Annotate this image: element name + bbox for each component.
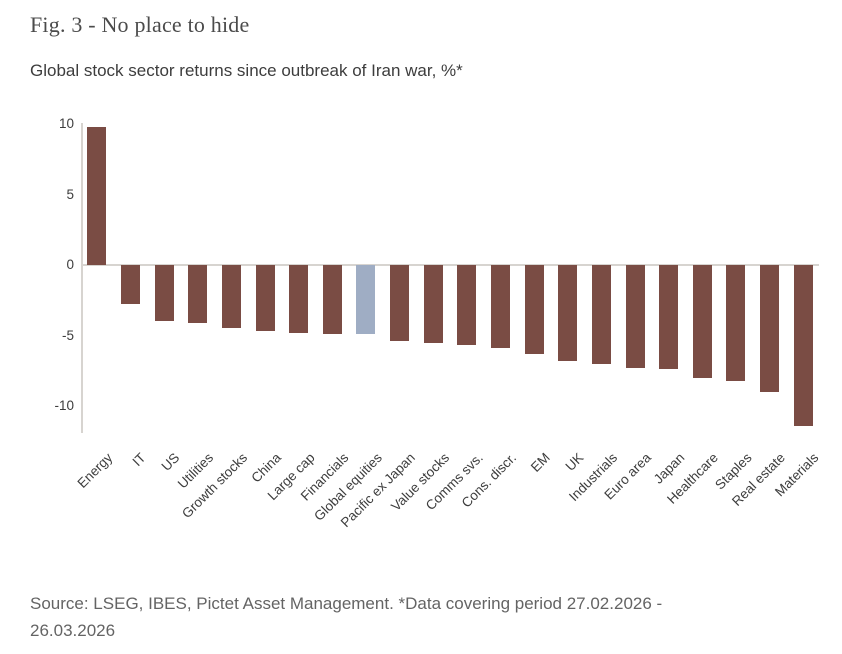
source-line-1: Source: LSEG, IBES, Pictet Asset Managem… <box>30 594 663 613</box>
bar-comms-svs <box>457 265 477 346</box>
bar-large-cap <box>289 265 309 333</box>
bar-real-estate <box>760 265 780 392</box>
bar-pacific-ex-japan <box>390 265 410 342</box>
x-tick-label: Energy <box>74 450 116 491</box>
x-tick-label: US <box>158 450 183 474</box>
zero-baseline <box>81 264 819 266</box>
x-tick-label: EM <box>527 450 553 475</box>
bar-em <box>524 265 544 354</box>
y-tick-label: 10 <box>58 116 74 131</box>
source-line-2: 26.03.2026 <box>30 621 116 640</box>
bar-energy <box>87 126 107 265</box>
bar-staples <box>726 265 746 381</box>
bar-industrials <box>591 265 611 364</box>
bar-euro-area <box>625 265 645 368</box>
x-tick-label: UK <box>562 450 587 474</box>
bar-global-equities <box>356 265 376 335</box>
y-axis-line <box>81 123 83 433</box>
figure-title: Fig. 3 - No place to hide <box>30 12 250 37</box>
figure-subtitle: Global stock sector returns since outbre… <box>30 61 463 80</box>
y-tick-label: -5 <box>61 327 74 343</box>
bar-it <box>120 265 140 305</box>
bar-growth-stocks <box>221 265 241 329</box>
bar-japan <box>659 265 679 370</box>
bar-uk <box>558 265 578 361</box>
bar-cons-discr <box>490 265 510 349</box>
bar-materials <box>793 265 813 426</box>
bar-value-stocks <box>423 265 443 343</box>
bar-utilities <box>188 265 208 323</box>
bar-financials <box>322 265 342 335</box>
y-tick-label: 0 <box>66 257 74 272</box>
x-tick-label: IT <box>129 450 150 470</box>
y-tick-label: -10 <box>54 398 74 413</box>
bar-us <box>154 265 174 322</box>
bar-healthcare <box>692 265 712 378</box>
bar-china <box>255 265 275 332</box>
y-tick-label: 5 <box>66 186 74 202</box>
source-note: Source: LSEG, IBES, Pictet Asset Managem… <box>30 590 820 644</box>
